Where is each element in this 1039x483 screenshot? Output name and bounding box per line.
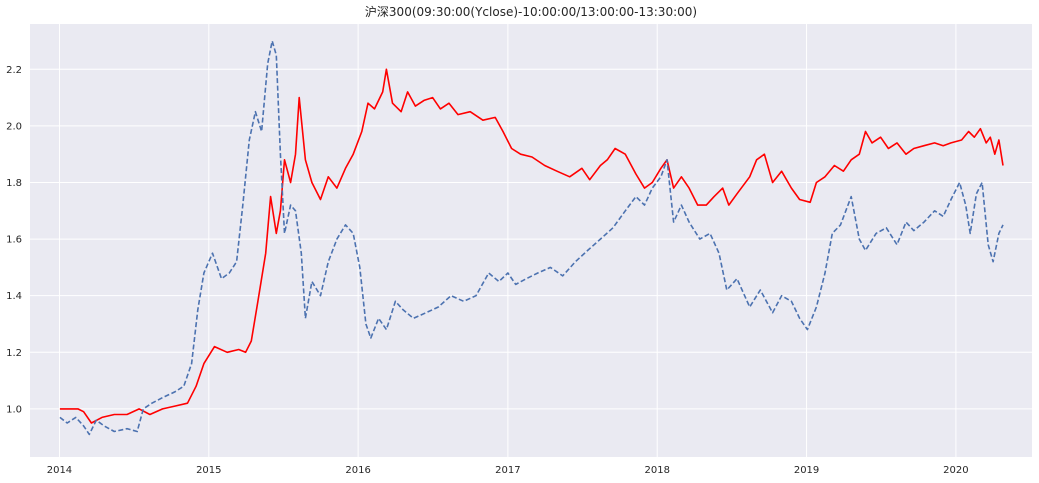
y-tick-label: 1.8 [6,178,22,189]
series-lines [59,40,1004,436]
grid-lines [30,24,1032,457]
y-tick-label: 1.4 [6,291,22,302]
x-tick-label: 2017 [495,465,520,476]
x-tick-label: 2019 [794,465,819,476]
y-axis: 1.0 1.2 1.4 1.6 1.8 2.0 2.2 [6,65,22,416]
y-tick-label: 2.2 [6,65,22,76]
y-tick-label: 1.0 [6,404,22,415]
series-line-2 [59,40,1004,436]
x-axis: 2014 2015 2016 2017 2018 2019 2020 [47,465,969,476]
x-tick-label: 2018 [644,465,669,476]
chart-title: 沪深300(09:30:00(Yclose)-10:00:00/13:00:00… [365,5,697,19]
y-tick-label: 1.2 [6,348,22,359]
y-tick-label: 2.0 [6,121,22,132]
y-tick-label: 1.6 [6,235,22,246]
plot-area [30,24,1032,457]
x-tick-label: 2020 [943,465,968,476]
x-tick-label: 2015 [196,465,221,476]
x-tick-label: 2016 [345,465,370,476]
series-line-1 [59,68,1004,424]
x-tick-label: 2014 [47,465,72,476]
